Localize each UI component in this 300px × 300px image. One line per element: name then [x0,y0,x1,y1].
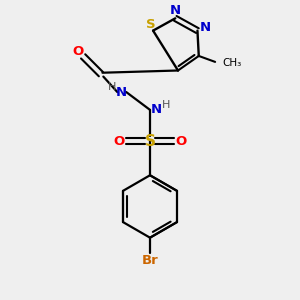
Text: S: S [145,134,155,148]
Text: N: N [170,4,181,17]
Text: S: S [146,18,156,31]
Text: H: H [108,82,116,92]
Text: Br: Br [142,254,158,267]
Text: N: N [116,85,127,98]
Text: O: O [113,135,125,148]
Text: N: N [151,103,162,116]
Text: O: O [72,45,83,58]
Text: O: O [175,135,187,148]
Text: CH₃: CH₃ [223,58,242,68]
Text: N: N [199,21,210,34]
Text: H: H [162,100,170,110]
